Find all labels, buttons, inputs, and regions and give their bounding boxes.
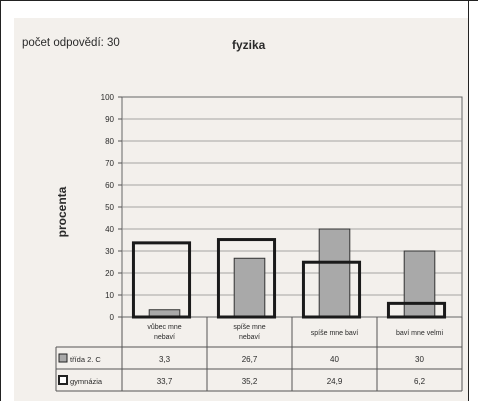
x-tick-label: baví mne velmi (396, 330, 444, 337)
legend-swatch (59, 376, 67, 384)
legend-label: gymnázia (70, 377, 103, 386)
x-tick-label: vůbec mne (147, 323, 181, 331)
data-label: 33,7 (157, 377, 173, 386)
y-tick-label: 30 (105, 247, 114, 256)
bar-outline (133, 243, 189, 317)
data-label: 26,7 (242, 355, 258, 364)
y-tick-label: 100 (101, 93, 115, 102)
data-label: 35,2 (242, 377, 258, 386)
legend-swatch (59, 354, 67, 362)
x-tick-label: spíše mne baví (311, 330, 359, 337)
x-tick-label: nebaví (239, 334, 260, 341)
legend-label: třída 2. C (70, 355, 101, 364)
data-label: 6,2 (414, 377, 426, 386)
y-tick-label: 70 (105, 159, 114, 168)
y-tick-label: 90 (105, 115, 114, 124)
x-tick-label: spíše mne (233, 324, 265, 331)
y-tick-label: 80 (105, 137, 114, 146)
y-tick-label: 10 (105, 291, 114, 300)
bar-filled (234, 258, 265, 317)
data-label: 30 (415, 355, 424, 364)
response-count: počet odpovědí: 30 (22, 37, 120, 49)
y-tick-label: 40 (105, 225, 114, 234)
data-label: 3,3 (159, 355, 171, 364)
chart-title: fyzika (232, 38, 266, 52)
bar-filled (404, 251, 435, 317)
bar-filled (319, 229, 350, 317)
y-tick-label: 60 (105, 181, 114, 190)
y-tick-label: 0 (110, 313, 115, 322)
y-tick-label: 20 (105, 269, 114, 278)
y-axis-label: procenta (55, 186, 69, 237)
data-label: 24,9 (327, 377, 343, 386)
data-label: 40 (330, 355, 339, 364)
x-tick-label: nebaví (154, 334, 175, 341)
y-tick-label: 50 (105, 203, 114, 212)
